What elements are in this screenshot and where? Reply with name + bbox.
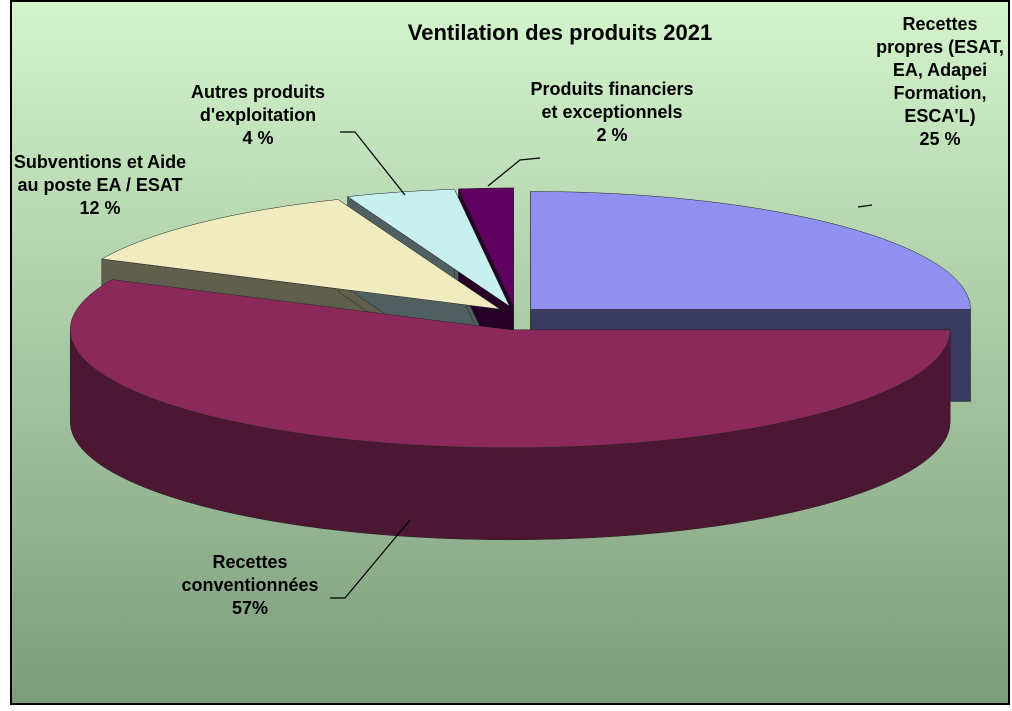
data-label: Autres produits d'exploitation [191, 82, 325, 125]
slice [458, 187, 514, 307]
leader-line [340, 131, 406, 196]
value-label: 57% [232, 598, 268, 618]
data-label: Subventions et Aide au poste EA / ESAT [14, 152, 186, 195]
slice [101, 199, 501, 310]
slice [69, 279, 951, 449]
leader-line [857, 204, 873, 208]
pie-tops [69, 187, 971, 449]
leader-line [330, 519, 411, 599]
value-label: 4 % [242, 128, 273, 148]
labels: Recettes propres (ESAT, EA, Adapei Formatio… [14, 14, 1004, 618]
value-label: 2 % [596, 125, 627, 145]
value-label: 12 % [79, 198, 120, 218]
chart-title: Ventilation des produits 2021 [408, 20, 712, 45]
data-label: Recettes propres (ESAT, EA, Adapei Formatio… [876, 14, 1004, 126]
slice [346, 188, 511, 307]
leader-line [487, 157, 541, 187]
data-label: Recettes conventionnées [181, 552, 318, 595]
value-label: 25 % [919, 129, 960, 149]
slice [530, 191, 971, 310]
data-label: Produits financiers et exceptionnels [530, 79, 693, 122]
